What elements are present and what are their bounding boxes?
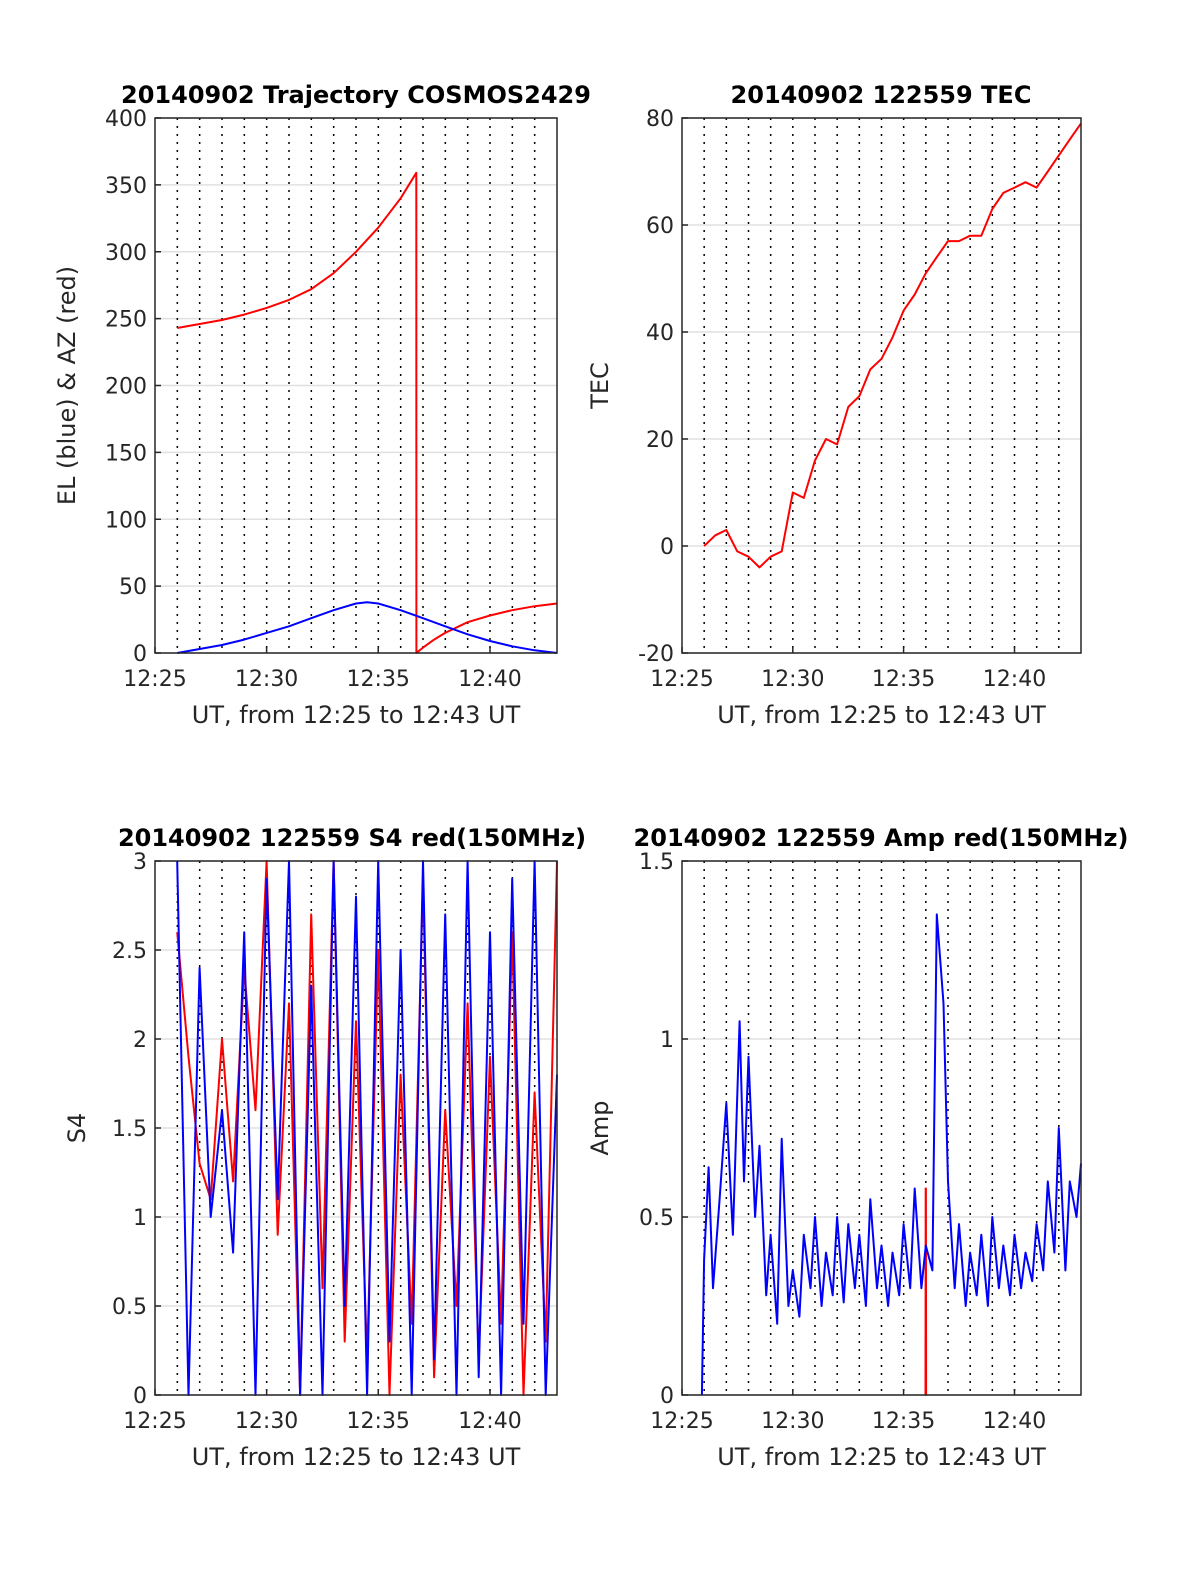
s4-xtick-label-3: 12:40 bbox=[458, 1409, 521, 1434]
tec-ytick-label-3: 40 bbox=[646, 321, 674, 346]
s4-chart: 12:25 12:30 12:35 12:40 0 0.5 1 1.5 2 2.5 32014090… bbox=[63, 824, 586, 1471]
s4-x-axis-label: UT, from 12:25 to 12:43 UT bbox=[192, 1443, 521, 1471]
trajectory-xtick-label-2: 12:35 bbox=[347, 667, 410, 692]
trajectory-y-axis-label: EL (blue) & AZ (red) bbox=[53, 266, 81, 505]
tec-series-0-line bbox=[703, 122, 1082, 569]
s4-xtick-label-2: 12:35 bbox=[347, 1409, 410, 1434]
tec-y-axis-label: TEC bbox=[586, 362, 614, 410]
s4-ytick-label-1: 0.5 bbox=[112, 1295, 147, 1320]
s4-ytick-label-3: 1.5 bbox=[112, 1117, 147, 1142]
tec-chart-title: 20140902 122559 TEC bbox=[731, 81, 1032, 109]
tec-axes-box bbox=[681, 117, 1082, 654]
tec-xtick-label-0: 12:25 bbox=[650, 667, 713, 692]
amp-axes-box bbox=[681, 860, 1082, 1396]
trajectory-xtick-label-3: 12:40 bbox=[458, 667, 521, 692]
trajectory-chart-title: 20140902 Trajectory COSMOS2429 bbox=[121, 81, 591, 109]
amp-ytick-label-0: 0 bbox=[660, 1384, 674, 1409]
amp-y-axis-label: Amp bbox=[586, 1100, 614, 1155]
amp-chart-title: 20140902 122559 Amp red(150MHz) bbox=[634, 824, 1129, 852]
tec-x-axis-label: UT, from 12:25 to 12:43 UT bbox=[717, 701, 1046, 729]
s4-xtick-label-0: 12:25 bbox=[123, 1409, 186, 1434]
amp-xtick-label-2: 12:35 bbox=[872, 1409, 935, 1434]
trajectory-ytick-label-2: 100 bbox=[105, 508, 147, 533]
s4-ytick-label-6: 3 bbox=[133, 850, 147, 875]
tec-xtick-label-1: 12:30 bbox=[761, 667, 824, 692]
trajectory-ytick-label-5: 250 bbox=[105, 308, 147, 333]
amp-series-1-line bbox=[700, 913, 1082, 1396]
tec-ytick-label-5: 80 bbox=[646, 107, 674, 132]
trajectory-ytick-label-3: 150 bbox=[105, 441, 147, 466]
trajectory-ytick-label-4: 200 bbox=[105, 375, 147, 400]
s4-ytick-label-4: 2 bbox=[133, 1028, 147, 1053]
s4-ytick-label-2: 1 bbox=[133, 1206, 147, 1231]
amp-xtick-label-1: 12:30 bbox=[761, 1409, 824, 1434]
tec-ytick-label-4: 60 bbox=[646, 214, 674, 239]
trajectory-xtick-label-1: 12:30 bbox=[235, 667, 298, 692]
trajectory-xtick-label-0: 12:25 bbox=[123, 667, 186, 692]
trajectory-series-0-line bbox=[177, 171, 558, 654]
amp-x-axis-label: UT, from 12:25 to 12:43 UT bbox=[717, 1443, 1046, 1471]
tec-ytick-label-0: -20 bbox=[638, 642, 674, 667]
amp-ytick-label-2: 1 bbox=[660, 1028, 674, 1053]
trajectory-ytick-label-1: 50 bbox=[119, 575, 147, 600]
s4-chart-title: 20140902 122559 S4 red(150MHz) bbox=[118, 824, 586, 852]
trajectory-chart: 12:25 12:30 12:35 12:40 0 50 100 150 200 250 300 35… bbox=[53, 81, 591, 729]
amp-xtick-label-3: 12:40 bbox=[983, 1409, 1046, 1434]
tec-xtick-label-2: 12:35 bbox=[872, 667, 935, 692]
trajectory-series-1-line bbox=[177, 601, 558, 654]
s4-y-axis-label: S4 bbox=[63, 1113, 91, 1144]
tec-xtick-label-3: 12:40 bbox=[983, 667, 1046, 692]
tec-chart: 12:25 12:30 12:35 12:40 -20 0 20 40 60 80 20140902… bbox=[586, 81, 1082, 729]
s4-ytick-label-0: 0 bbox=[133, 1384, 147, 1409]
amp-ytick-label-3: 1.5 bbox=[639, 850, 674, 875]
trajectory-ytick-label-7: 350 bbox=[105, 174, 147, 199]
s4-xtick-label-1: 12:30 bbox=[235, 1409, 298, 1434]
tec-ytick-label-2: 20 bbox=[646, 428, 674, 453]
trajectory-ytick-label-0: 0 bbox=[133, 642, 147, 667]
trajectory-ytick-label-8: 400 bbox=[105, 107, 147, 132]
trajectory-ytick-label-6: 300 bbox=[105, 241, 147, 266]
trajectory-x-axis-label: UT, from 12:25 to 12:43 UT bbox=[192, 701, 521, 729]
amp-xtick-label-0: 12:25 bbox=[650, 1409, 713, 1434]
amp-ytick-label-1: 0.5 bbox=[639, 1206, 674, 1231]
s4-ytick-label-5: 2.5 bbox=[112, 939, 147, 964]
tec-ytick-label-1: 0 bbox=[660, 535, 674, 560]
amp-series-0-line bbox=[924, 1187, 928, 1396]
